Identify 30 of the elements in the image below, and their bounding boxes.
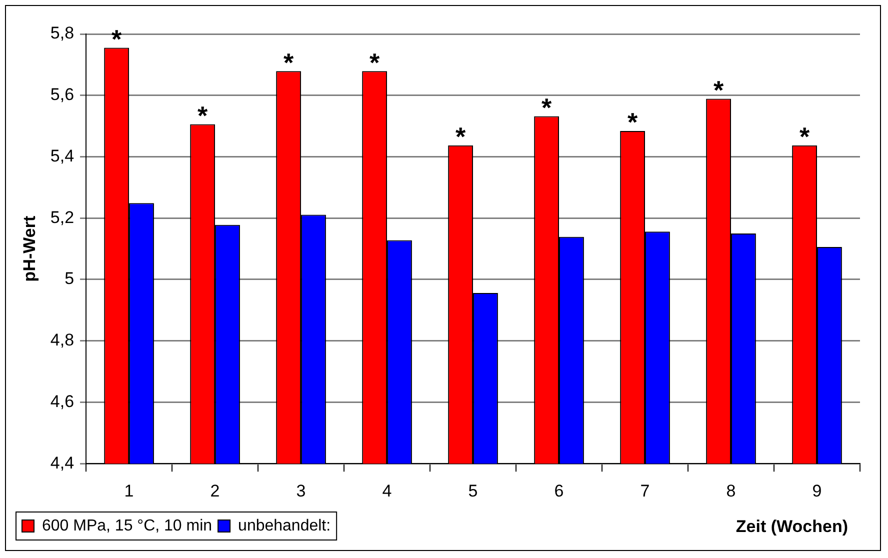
x-tick-label: 4: [382, 481, 392, 500]
y-axis-title: pH-Wert: [20, 216, 39, 282]
y-tick-label: 5,2: [50, 208, 74, 227]
annotation: *: [541, 92, 552, 122]
y-tick-label: 5: [64, 269, 74, 288]
annotation: *: [799, 122, 810, 152]
x-axis-title: Zeit (Wochen): [736, 517, 848, 536]
y-tick-label: 4,8: [50, 330, 74, 350]
legend-label: unbehandelt:: [238, 517, 331, 534]
annotation: *: [369, 47, 380, 78]
annotation: *: [713, 74, 724, 105]
x-tick-label: 9: [812, 481, 822, 500]
x-tick-label: 5: [468, 481, 478, 500]
legend-label: 600 MPa, 15 °C, 10 min: [42, 517, 212, 534]
annotation: *: [627, 107, 638, 138]
y-tick-label: 5,4: [50, 146, 74, 166]
x-tick-label: 7: [640, 481, 650, 500]
x-tick-label: 8: [726, 481, 736, 500]
x-tick-label: 2: [210, 481, 220, 500]
y-tick-label: 4,6: [50, 392, 74, 411]
x-tick-label: 1: [124, 481, 134, 500]
annotation: *: [283, 47, 294, 78]
annotation: *: [197, 100, 208, 130]
x-tick-label: 6: [554, 481, 564, 500]
annotation: *: [455, 122, 466, 152]
y-tick-label: 5,6: [50, 85, 74, 104]
y-tick-label: 4,4: [50, 453, 74, 472]
x-tick-label: 3: [296, 481, 306, 500]
annotation: *: [112, 24, 122, 54]
y-tick-label: 5,8: [50, 24, 74, 43]
